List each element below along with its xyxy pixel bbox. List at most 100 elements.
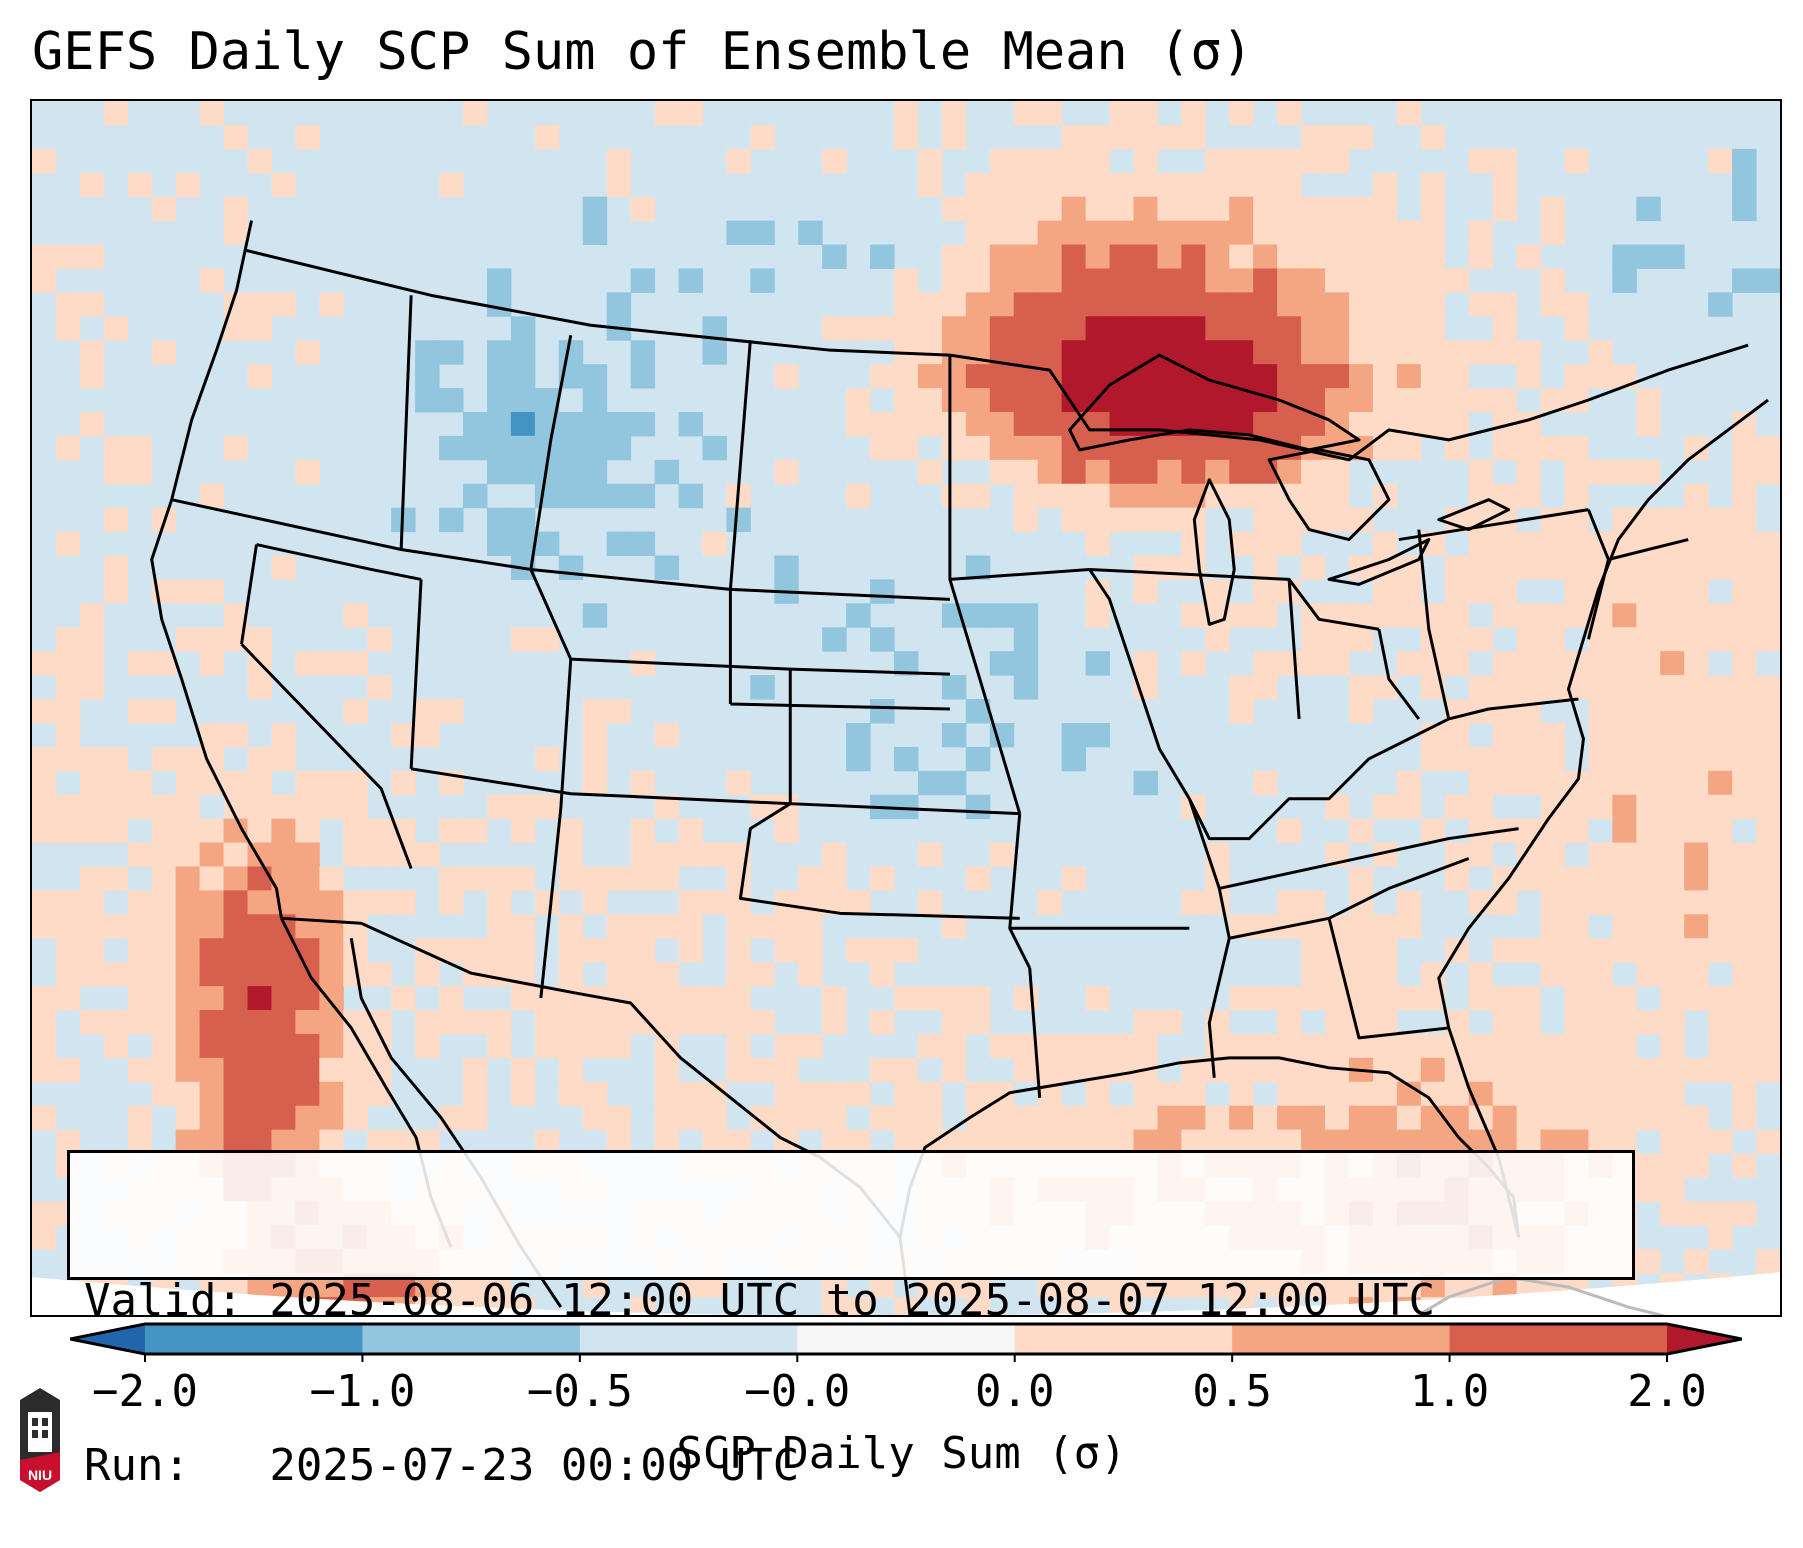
scp-grid-cell [846,316,871,341]
scp-grid-cell [1109,1297,1134,1315]
scp-grid-cell [1085,1033,1111,1059]
scp-grid-cell [79,914,105,939]
scp-grid-cell [1229,1129,1254,1155]
scp-grid-cell [1013,101,1039,126]
scp-grid-cell [1516,555,1542,580]
scp-grid-cell [1277,1129,1302,1155]
scp-grid-cell [1636,411,1661,437]
scp-grid-cell [1109,1057,1134,1083]
scp-grid-cell [678,986,703,1011]
scp-grid-cell [1468,459,1494,485]
scp-grid-cell [1588,1129,1613,1155]
scp-grid-cell [1468,579,1494,604]
scp-grid-cell [582,1081,608,1107]
scp-grid-cell [798,220,823,246]
scp-grid-cell [1348,627,1374,652]
cuba [1415,1275,1667,1315]
scp-grid-cell [103,316,129,341]
scp-grid-cell [1420,388,1446,413]
scp-grid-cell [822,316,847,341]
scp-grid-cell [1732,555,1757,580]
scp-grid-cell [1301,268,1326,293]
scp-grid-cell [1684,842,1709,867]
scp-grid-cell [894,364,919,389]
scp-grid-cell [1492,388,1518,413]
scp-grid-cell [223,1129,249,1155]
scp-grid-cell [989,1105,1015,1131]
scp-grid-cell [1444,411,1470,437]
scp-grid-cell [151,866,177,891]
scp-grid-cell [1037,1057,1063,1083]
scp-grid-cell [1372,1081,1398,1107]
scp-grid-cell [917,770,943,796]
scp-grid-cell [678,914,703,939]
scp-grid-cell [1492,651,1518,676]
scp-grid-cell [965,483,991,509]
scp-grid-cell [175,579,201,604]
scp-grid-cell [55,651,81,676]
scp-grid-cell [1253,340,1278,365]
scp-grid-cell [1085,292,1111,317]
scp-grid-cell [1540,842,1565,867]
scp-grid-cell [606,483,632,509]
scp-grid-cell [295,459,320,485]
scp-grid-cell [1013,435,1039,461]
scp-grid-cell [1085,459,1111,485]
scp-grid-cell [798,962,823,987]
scp-grid-cell [1348,244,1374,269]
scp-grid-cell [223,435,249,461]
scp-grid-cell [989,411,1015,437]
scp-grid-cell [1181,890,1206,915]
scp-grid-cell [1325,364,1350,389]
scp-grid-cell [1133,196,1158,222]
scp-grid-cell [1708,627,1733,652]
scp-grid-cell [941,986,967,1011]
scp-grid-cell [534,746,560,772]
colorbar-extend-high [1667,1324,1742,1354]
scp-grid-cell [750,962,775,987]
scp-grid-cell [1133,555,1158,580]
scp-grid-cell [1372,579,1398,604]
scp-grid-cell [1205,890,1230,915]
scp-grid-cell [1301,555,1326,580]
scp-grid-cell [319,914,344,939]
scp-grid-cell [223,962,249,987]
scp-grid-cell [1301,364,1326,389]
scp-grid-cell [247,794,272,820]
scp-grid-cell [1396,1033,1422,1059]
scp-grid-cell [175,986,201,1011]
scp-grid-cell [558,411,584,437]
scp-grid-cell [558,1010,584,1035]
scp-grid-cell [1468,555,1494,580]
scp-grid-cell [1516,675,1542,700]
scp-grid-cell [917,842,943,867]
scp-grid-cell [1684,1057,1709,1083]
scp-grid-cell [1660,507,1685,533]
scp-grid-cell [1253,555,1278,580]
scp-grid-cell [1420,268,1446,293]
scp-grid-cell [55,435,81,461]
scp-grid-cell [79,340,105,365]
scp-grid-cell [55,699,81,724]
scp-grid-cell [1516,603,1542,628]
scp-grid-cell [917,340,943,365]
scp-grid-cell [1468,842,1494,867]
scp-grid-cell [295,1105,320,1131]
scp-grid-cell [32,268,57,293]
scp-grid-cell [1277,1105,1302,1131]
scp-grid-cell [894,101,919,126]
scp-grid-cell [223,842,249,867]
scp-grid-cell [1325,268,1350,293]
colorbar-bin [1232,1324,1451,1354]
scp-grid-cell [1516,986,1542,1011]
scp-grid-cell [1732,531,1757,557]
scp-grid-cell [1588,986,1613,1011]
scp-grid-cell [1229,244,1254,269]
scp-grid-cell [1756,1010,1780,1035]
scp-grid-cell [726,986,751,1011]
scp-grid-cell [654,1105,680,1131]
scp-grid-cell [486,411,512,437]
scp-grid-cell [1516,435,1542,461]
scp-grid-cell [295,986,320,1011]
scp-grid-cell [989,316,1015,341]
